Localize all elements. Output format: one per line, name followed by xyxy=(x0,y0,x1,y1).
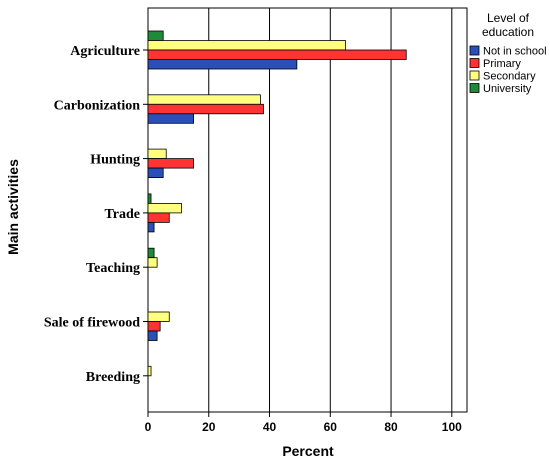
x-tick-label: 60 xyxy=(324,420,338,434)
bar-not-in-school xyxy=(147,221,155,233)
bar-primary xyxy=(147,103,264,115)
y-tick-label: Agriculture xyxy=(70,44,140,59)
x-tick-label: 40 xyxy=(263,420,277,434)
bar-university xyxy=(147,247,155,259)
legend-swatch xyxy=(469,58,480,68)
y-tick-label: Hunting xyxy=(90,153,140,168)
legend-title: Level of xyxy=(487,11,530,25)
legend-label: Secondary xyxy=(483,71,536,83)
y-tick-label: Carbonization xyxy=(54,98,141,113)
bar-not-in-school xyxy=(147,167,164,179)
y-tick-label: Breeding xyxy=(86,370,140,385)
bar-secondary xyxy=(147,311,170,322)
plot-area: 0 20 40 60 80 100 Agriculture Carbonization Hunt… xyxy=(44,7,468,434)
legend-title: education xyxy=(482,25,534,39)
x-axis-title: Percent xyxy=(282,443,334,459)
legend-swatch xyxy=(469,70,480,81)
y-tick-label: Teaching xyxy=(86,261,140,276)
y-tick-label: Trade xyxy=(104,207,140,222)
x-tick-label: 100 xyxy=(442,420,462,434)
bar-secondary xyxy=(147,94,261,105)
legend-label: Not in school xyxy=(483,46,547,58)
x-tick-label: 20 xyxy=(202,420,216,434)
bar-primary xyxy=(147,212,170,223)
legend-label: University xyxy=(483,83,532,95)
bar-university xyxy=(147,193,152,204)
bar-university xyxy=(147,30,164,41)
bar-secondary xyxy=(147,257,158,268)
bar-primary xyxy=(147,158,194,169)
legend-label: Primary xyxy=(483,58,521,70)
x-tick-label: 80 xyxy=(384,420,398,434)
bar-secondary xyxy=(147,202,182,214)
bar-secondary xyxy=(147,365,152,377)
bar-not-in-school xyxy=(147,59,298,70)
legend-swatch xyxy=(469,83,480,93)
bar-not-in-school xyxy=(147,330,158,341)
legend-swatch xyxy=(469,45,480,56)
bar-secondary xyxy=(147,40,346,51)
bar-primary xyxy=(147,321,161,332)
x-tick-label: 0 xyxy=(145,420,152,434)
y-axis-title: Main activities xyxy=(5,159,21,255)
bar-not-in-school xyxy=(147,113,194,124)
plot-frame xyxy=(147,7,468,413)
bar-secondary xyxy=(147,148,167,160)
bar-primary xyxy=(147,49,407,60)
y-tick-label: Sale of firewood xyxy=(44,316,140,331)
